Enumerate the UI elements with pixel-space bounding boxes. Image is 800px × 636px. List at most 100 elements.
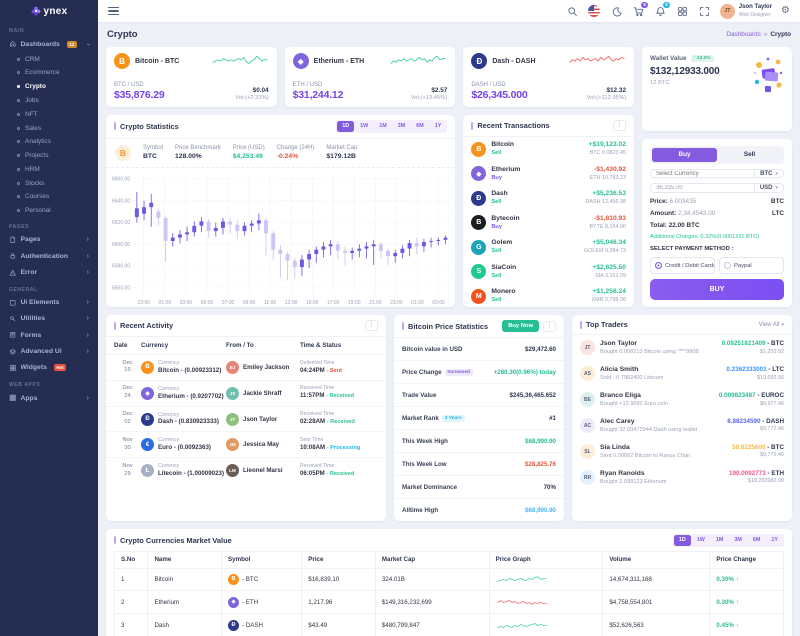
more-icon[interactable]: ⋮ — [543, 320, 556, 332]
bullet-icon — [17, 195, 20, 199]
sidebar-item[interactable]: Advanced Ui › — [0, 343, 98, 359]
up-arrow-icon: ↑ — [735, 598, 739, 606]
sidebar-item[interactable]: Ui Elements › — [0, 295, 98, 311]
trader-row: AS Alicia Smith Sold - 0.7902400 Litecoin… — [572, 361, 792, 387]
user-menu[interactable]: JT Json Taylor Web Designer — [719, 3, 773, 19]
sidebar-item-dashboards[interactable]: Dashboards 12 › — [0, 36, 98, 52]
payment-option-cards[interactable]: Credit / Debit Cards — [650, 257, 715, 274]
dark-mode-icon[interactable] — [610, 5, 623, 18]
bullet-icon — [17, 112, 20, 116]
market-table: S.No Name Symbol Price Market Cap Price Grap… — [113, 550, 784, 636]
price-sparkline — [496, 622, 547, 628]
sidebar-item[interactable]: Forms › — [0, 327, 98, 343]
range-button-1y[interactable]: 1Y — [430, 121, 447, 132]
bullet-icon — [17, 71, 20, 75]
sidebar-subitem[interactable]: CRM — [0, 52, 98, 66]
app-logo[interactable]: ynex — [0, 0, 98, 22]
dashboards-count-badge: 12 — [66, 40, 77, 48]
currency-input[interactable] — [651, 169, 755, 178]
activity-row: Dec 24 ◆ Currency Etherium - (0.9207702) J… — [106, 381, 386, 407]
sidebar-item[interactable]: Pages › — [0, 232, 98, 248]
sidebar-subitem[interactable]: Jobs — [0, 94, 98, 108]
tab-buy[interactable]: Buy — [652, 148, 717, 162]
notifications-badge: 5 — [663, 1, 670, 8]
range-button-1m[interactable]: 1M — [374, 121, 392, 132]
more-icon[interactable]: ⋮ — [365, 320, 378, 331]
gear-icon[interactable]: ⚙ — [781, 5, 790, 16]
range-button-6m[interactable]: 6M — [748, 535, 766, 546]
fullscreen-icon[interactable] — [698, 5, 711, 18]
sidebar-subitem[interactable]: Ecommerce — [0, 66, 98, 80]
sidebar-subitem[interactable]: NFT — [0, 107, 98, 121]
coin-icon: Ł — [141, 464, 154, 478]
breadcrumb-parent[interactable]: Dashboards — [726, 31, 761, 38]
crypto-statistics-card: Crypto Statistics 1D 1W 1M 3M 6M 1Y B Symbol B… — [106, 115, 456, 307]
range-button-3m[interactable]: 3M — [729, 535, 747, 546]
range-button-1w[interactable]: 1W — [355, 121, 373, 132]
language-flag-icon[interactable] — [588, 5, 601, 18]
svg-text:09:00: 09:00 — [243, 300, 256, 306]
avatar: SL — [580, 444, 595, 460]
sidebar-item[interactable]: Utilities › — [0, 311, 98, 327]
range-button-6m[interactable]: 6M — [411, 121, 429, 132]
sidebar-item[interactable]: Error › — [0, 264, 98, 280]
chevron-right-icon: › — [86, 252, 89, 260]
amount-input[interactable] — [651, 184, 754, 192]
cart-icon[interactable]: 5 — [632, 1, 648, 18]
bullet-icon — [17, 209, 20, 213]
up-arrow-icon: ↑ — [735, 575, 739, 583]
transaction-row: ◆ Etherium Buy -$1,430.92 ETH 10,783.23 — [463, 162, 634, 187]
currency-field: BTC▾ — [650, 168, 784, 179]
currency-unit-select[interactable]: BTC ▾ — [754, 169, 783, 178]
nav-category-pages: PAGES — [9, 223, 30, 230]
payment-option-paypal[interactable]: Paypal — [719, 257, 784, 274]
buy-button[interactable]: BUY — [650, 279, 784, 300]
svg-text:01:00: 01:00 — [411, 300, 424, 306]
sidebar-subitem[interactable]: Analytics — [0, 135, 98, 149]
notifications-icon[interactable]: 5 — [654, 1, 670, 18]
search-icon[interactable] — [566, 5, 579, 18]
nav-item-icon — [9, 236, 17, 244]
page-content: Crypto Dashboards » Crypto B Bitcoin - B… — [98, 22, 800, 636]
status-badge: Increased — [444, 368, 473, 376]
more-icon[interactable]: ⋮ — [613, 120, 626, 131]
radio-icon — [724, 262, 731, 269]
range-button-1d[interactable]: 1D — [337, 121, 355, 132]
buy-sell-tabs: Buy Sell — [650, 146, 784, 164]
sidebar-subitem[interactable]: Sales — [0, 121, 98, 135]
avatar: JT — [226, 412, 239, 426]
range-button-1m[interactable]: 1M — [711, 535, 729, 546]
sidebar-item[interactable]: Apps › — [0, 390, 98, 406]
range-button-1d[interactable]: 1D — [673, 535, 691, 546]
bullet-icon — [17, 57, 20, 61]
menu-toggle[interactable] — [108, 5, 119, 17]
apps-grid-icon[interactable] — [676, 5, 689, 18]
breadcrumb-sep: » — [763, 31, 768, 38]
sidebar-subitem[interactable]: Stocks — [0, 176, 98, 190]
avatar: JS — [226, 386, 239, 400]
sidebar-subitem[interactable]: Courses — [0, 190, 98, 204]
tab-sell[interactable]: Sell — [717, 148, 782, 162]
sidebar-subitem[interactable]: Personal — [0, 204, 98, 218]
sidebar-subitem[interactable]: Projects — [0, 149, 98, 163]
amount-unit-select[interactable]: USD ▾ — [753, 184, 783, 192]
user-name: Json Taylor — [738, 4, 773, 11]
status-badge: 3 Years — [441, 414, 465, 422]
sidebar-subitem[interactable]: Crypto — [0, 80, 98, 94]
activity-row: Nov 29 Ł Currency Litecoin - (1.00009023) … — [122, 462, 355, 478]
coin-icon: B — [471, 141, 487, 157]
range-button-1y[interactable]: 1Y — [766, 535, 783, 546]
range-button-1w[interactable]: 1W — [692, 535, 710, 546]
trader-row: SL Sia Linda Sent 0.00662 Bitcoin to Ravo… — [572, 439, 792, 465]
coin-icon: ◆ — [141, 386, 154, 400]
sidebar-item[interactable]: Authentication › — [0, 248, 98, 264]
sidebar-subitem[interactable]: HRM — [0, 163, 98, 177]
buy-now-button[interactable]: Buy Now — [502, 320, 539, 332]
bullet-icon — [17, 85, 20, 89]
svg-text:17:00: 17:00 — [327, 300, 340, 306]
view-all-dropdown[interactable]: View All ▾ — [758, 321, 784, 328]
svg-text:23:00: 23:00 — [138, 300, 151, 306]
range-button-3m[interactable]: 3M — [393, 121, 411, 132]
sidebar-item[interactable]: Widgets Hot — [0, 360, 98, 376]
